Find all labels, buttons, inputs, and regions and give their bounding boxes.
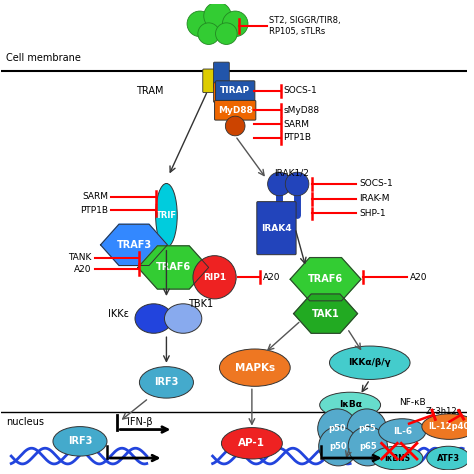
Text: nucleus: nucleus xyxy=(6,417,44,427)
Text: TBK1: TBK1 xyxy=(188,299,213,309)
Text: A20: A20 xyxy=(74,265,92,274)
Text: ATF3: ATF3 xyxy=(437,454,460,463)
Text: A20: A20 xyxy=(410,273,428,282)
Text: SARM: SARM xyxy=(82,192,109,201)
Text: p65: p65 xyxy=(358,424,376,433)
Ellipse shape xyxy=(379,419,426,444)
Circle shape xyxy=(222,11,248,36)
Ellipse shape xyxy=(219,349,290,386)
Text: IKKα/β/γ: IKKα/β/γ xyxy=(348,358,391,367)
Circle shape xyxy=(204,2,231,30)
Circle shape xyxy=(193,255,236,299)
Text: MAPKs: MAPKs xyxy=(235,363,275,373)
Text: SOCS-1: SOCS-1 xyxy=(359,180,393,189)
FancyBboxPatch shape xyxy=(203,69,217,92)
Text: IFN-β: IFN-β xyxy=(127,417,153,427)
Ellipse shape xyxy=(135,304,173,333)
Text: p50: p50 xyxy=(328,424,346,433)
Text: TRIF: TRIF xyxy=(156,211,177,220)
Text: IL-12p40: IL-12p40 xyxy=(428,422,470,431)
FancyBboxPatch shape xyxy=(215,100,256,120)
Text: IκBα: IκBα xyxy=(338,401,362,410)
Ellipse shape xyxy=(221,428,283,459)
Circle shape xyxy=(198,23,219,45)
Text: TIRAP: TIRAP xyxy=(220,86,250,95)
Text: TRAM: TRAM xyxy=(136,86,164,96)
Text: IRF3: IRF3 xyxy=(154,377,179,387)
Circle shape xyxy=(216,23,237,45)
Ellipse shape xyxy=(139,367,193,398)
Text: NF-κB: NF-κB xyxy=(399,398,426,407)
Circle shape xyxy=(318,409,357,448)
Circle shape xyxy=(319,427,358,466)
Polygon shape xyxy=(100,224,167,265)
Circle shape xyxy=(348,427,387,466)
FancyBboxPatch shape xyxy=(257,201,296,255)
Text: Cell membrane: Cell membrane xyxy=(6,53,81,63)
Text: TAK1: TAK1 xyxy=(312,309,339,319)
Ellipse shape xyxy=(164,304,202,333)
Text: TRAF3: TRAF3 xyxy=(117,240,152,250)
Text: IKKε: IKKε xyxy=(108,309,129,319)
FancyBboxPatch shape xyxy=(216,81,255,100)
Ellipse shape xyxy=(372,446,423,470)
Ellipse shape xyxy=(155,183,177,247)
Circle shape xyxy=(187,11,213,36)
Text: p50: p50 xyxy=(329,442,347,451)
Text: TANK: TANK xyxy=(68,253,92,262)
Circle shape xyxy=(225,116,245,136)
Text: IRAK1/2: IRAK1/2 xyxy=(274,169,310,178)
Text: TRAF6: TRAF6 xyxy=(308,274,343,284)
Text: p65: p65 xyxy=(359,442,377,451)
Text: IκBNS: IκBNS xyxy=(384,454,410,463)
Text: A20: A20 xyxy=(263,273,280,282)
Text: ST2, SIGGR/TIR8,
RP105, sTLRs: ST2, SIGGR/TIR8, RP105, sTLRs xyxy=(269,16,340,36)
FancyBboxPatch shape xyxy=(214,62,229,88)
Ellipse shape xyxy=(427,446,470,470)
Text: sMyD88: sMyD88 xyxy=(283,106,319,115)
Circle shape xyxy=(268,172,291,196)
Ellipse shape xyxy=(329,346,410,380)
Text: SOCS-1: SOCS-1 xyxy=(283,86,317,95)
Circle shape xyxy=(285,172,309,196)
Ellipse shape xyxy=(319,392,381,418)
Ellipse shape xyxy=(53,427,107,456)
Text: TRAF6: TRAF6 xyxy=(156,263,191,273)
Text: SHP-1: SHP-1 xyxy=(359,209,385,218)
Text: IRF3: IRF3 xyxy=(68,437,92,447)
Text: SARM: SARM xyxy=(283,119,310,128)
Text: MyD88: MyD88 xyxy=(218,106,253,115)
Text: IRAK-M: IRAK-M xyxy=(359,194,390,203)
Text: Zc3h12a: Zc3h12a xyxy=(426,407,463,416)
FancyBboxPatch shape xyxy=(214,83,229,102)
Circle shape xyxy=(347,409,386,448)
Polygon shape xyxy=(138,246,209,289)
Polygon shape xyxy=(290,258,361,301)
Text: IL-6: IL-6 xyxy=(392,427,412,436)
Text: IRAK4: IRAK4 xyxy=(261,224,292,233)
Text: PTP1B: PTP1B xyxy=(283,133,311,142)
Text: AP-1: AP-1 xyxy=(238,438,265,448)
Text: RIP1: RIP1 xyxy=(203,273,226,282)
Ellipse shape xyxy=(422,414,474,439)
Polygon shape xyxy=(294,294,357,333)
Text: PTP1B: PTP1B xyxy=(81,206,109,215)
